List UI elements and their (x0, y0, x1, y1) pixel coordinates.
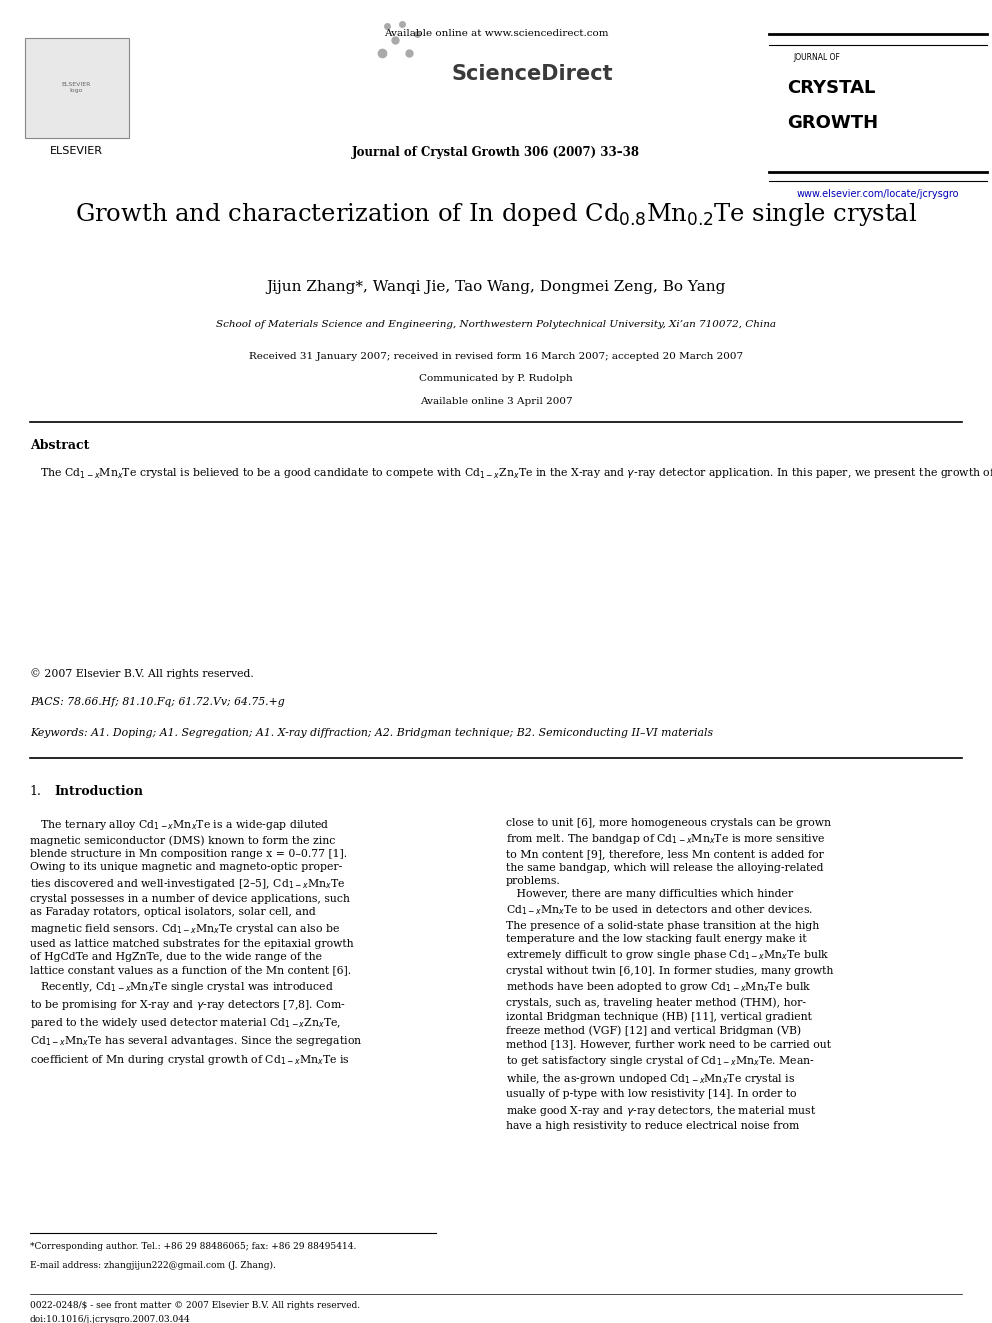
Text: Abstract: Abstract (30, 439, 89, 452)
Text: Received 31 January 2007; received in revised form 16 March 2007; accepted 20 Ma: Received 31 January 2007; received in re… (249, 352, 743, 361)
Text: Available online at www.sciencedirect.com: Available online at www.sciencedirect.co… (384, 29, 608, 38)
Text: GROWTH: GROWTH (787, 114, 878, 132)
Text: Jijun Zhang*, Wanqi Jie, Tao Wang, Dongmei Zeng, Bo Yang: Jijun Zhang*, Wanqi Jie, Tao Wang, Dongm… (266, 280, 726, 295)
Text: doi:10.1016/j.jcrysgro.2007.03.044: doi:10.1016/j.jcrysgro.2007.03.044 (30, 1315, 190, 1323)
Text: 0022-0248/$ - see front matter © 2007 Elsevier B.V. All rights reserved.: 0022-0248/$ - see front matter © 2007 El… (30, 1301, 360, 1310)
Text: ELSEVIER: ELSEVIER (50, 146, 103, 156)
Text: School of Materials Science and Engineering, Northwestern Polytechnical Universi: School of Materials Science and Engineer… (216, 320, 776, 329)
Text: PACS: 78.66.Hf; 81.10.Fq; 61.72.Vv; 64.75.+g: PACS: 78.66.Hf; 81.10.Fq; 61.72.Vv; 64.7… (30, 697, 285, 708)
Text: The ternary alloy Cd$_{1-x}$Mn$_x$Te is a wide-gap diluted
magnetic semiconducto: The ternary alloy Cd$_{1-x}$Mn$_x$Te is … (30, 818, 362, 1066)
Text: Keywords: A1. Doping; A1. Segregation; A1. X-ray diffraction; A2. Bridgman techn: Keywords: A1. Doping; A1. Segregation; A… (30, 728, 713, 738)
Text: E-mail address: zhangjijun222@gmail.com (J. Zhang).: E-mail address: zhangjijun222@gmail.com … (30, 1261, 276, 1270)
Text: The Cd$_{1-x}$Mn$_x$Te crystal is believed to be a good candidate to compete wit: The Cd$_{1-x}$Mn$_x$Te crystal is believ… (30, 463, 992, 482)
Text: ELSEVIER
logo: ELSEVIER logo (62, 82, 91, 93)
Text: Available online 3 April 2007: Available online 3 April 2007 (420, 397, 572, 406)
Text: 1.: 1. (30, 785, 42, 798)
Bar (25, 38, 129, 138)
Text: www.elsevier.com/locate/jcrysgro: www.elsevier.com/locate/jcrysgro (797, 189, 959, 200)
Text: © 2007 Elsevier B.V. All rights reserved.: © 2007 Elsevier B.V. All rights reserved… (30, 668, 254, 679)
Text: JOURNAL OF: JOURNAL OF (794, 53, 840, 62)
Text: CRYSTAL: CRYSTAL (787, 79, 875, 98)
Text: Journal of Crystal Growth 306 (2007) 33–38: Journal of Crystal Growth 306 (2007) 33–… (352, 146, 640, 159)
Text: close to unit [6], more homogeneous crystals can be grown
from melt. The bandgap: close to unit [6], more homogeneous crys… (506, 818, 833, 1131)
Text: *Corresponding author. Tel.: +86 29 88486065; fax: +86 29 88495414.: *Corresponding author. Tel.: +86 29 8848… (30, 1242, 356, 1252)
Text: Introduction: Introduction (55, 785, 144, 798)
Text: Communicated by P. Rudolph: Communicated by P. Rudolph (420, 374, 572, 384)
Text: Growth and characterization of In doped Cd$_{0.8}$Mn$_{0.2}$Te single crystal: Growth and characterization of In doped … (74, 201, 918, 228)
Text: ScienceDirect: ScienceDirect (451, 64, 613, 83)
